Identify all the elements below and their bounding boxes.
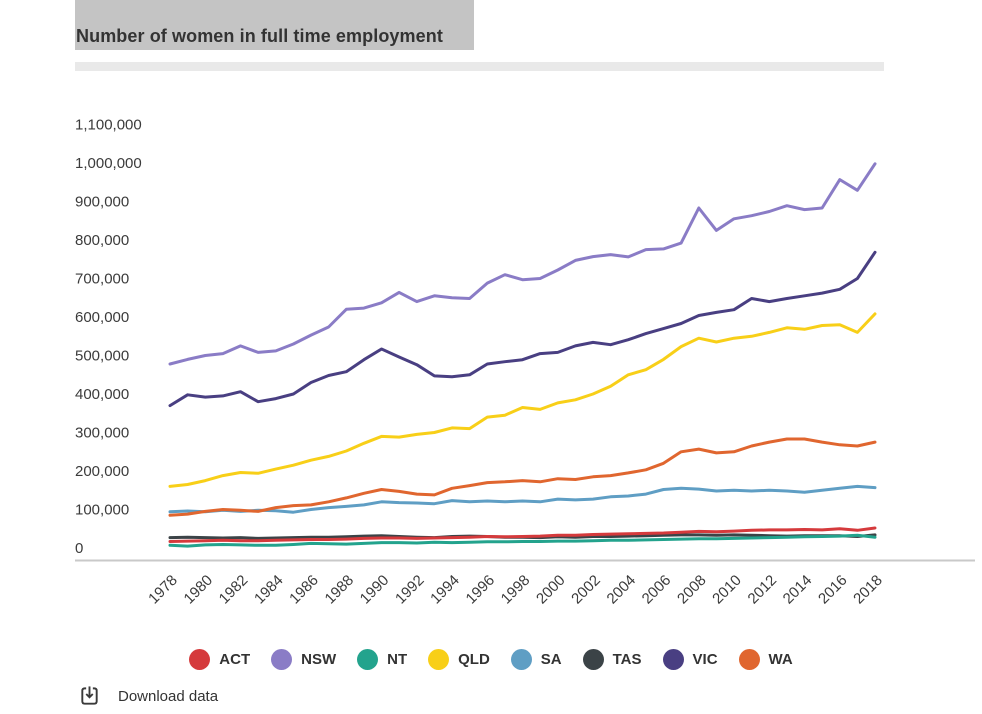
x-tick-label: 2002 bbox=[568, 572, 604, 608]
x-tick-label: 1996 bbox=[463, 572, 499, 608]
x-tick-label: 1994 bbox=[427, 572, 463, 608]
x-tick-label: 1982 bbox=[216, 572, 252, 608]
y-tick-label: 100,000 bbox=[75, 502, 129, 519]
divider-bar bbox=[75, 62, 884, 71]
x-tick-label: 2000 bbox=[533, 572, 569, 608]
legend-label-WA: WA bbox=[768, 650, 793, 668]
line-QLD bbox=[168, 312, 877, 488]
legend-label-VIC: VIC bbox=[692, 650, 718, 668]
line-NT bbox=[168, 533, 877, 548]
line-VIC bbox=[168, 250, 877, 408]
chart-title: Number of women in full time employment bbox=[76, 26, 443, 47]
legend-swatch-VIC bbox=[662, 648, 684, 670]
y-tick-label: 500,000 bbox=[75, 348, 129, 365]
line-NSW bbox=[168, 162, 877, 366]
legend-label-ACT: ACT bbox=[219, 650, 251, 668]
y-tick-label: 400,000 bbox=[75, 386, 129, 403]
y-tick-label: 1,000,000 bbox=[75, 155, 142, 172]
x-tick-label: 1988 bbox=[322, 572, 358, 608]
legend-swatch-SA bbox=[510, 648, 532, 670]
x-tick-label: 1980 bbox=[181, 572, 217, 608]
y-tick-label: 700,000 bbox=[75, 271, 129, 288]
line-ACT bbox=[168, 526, 877, 543]
legend-label-QLD: QLD bbox=[458, 650, 490, 668]
y-tick-label: 200,000 bbox=[75, 463, 129, 480]
x-tick-label: 2018 bbox=[850, 572, 886, 608]
x-tick-label: 2006 bbox=[639, 572, 675, 608]
legend-item-VIC: VIC bbox=[662, 648, 718, 670]
legend-item-NSW: NSW bbox=[271, 648, 337, 670]
download-icon bbox=[81, 685, 98, 705]
download-data-button[interactable]: Download data bbox=[78, 683, 218, 709]
employment-chart: 1,100,000 1,000,000 900,000 800,000 700,000 6… bbox=[75, 117, 975, 608]
legend-swatch-WA bbox=[738, 648, 760, 670]
legend-item-SA: SA bbox=[510, 648, 562, 670]
chart-header: Number of women in full time employment bbox=[75, 0, 474, 50]
x-tick-label: 1984 bbox=[251, 572, 287, 608]
x-tick-label: 1986 bbox=[286, 572, 322, 608]
legend-item-QLD: QLD bbox=[428, 648, 490, 670]
line-WA bbox=[168, 437, 877, 517]
x-tick-label: 2014 bbox=[780, 572, 816, 608]
legend-item-ACT: ACT bbox=[189, 648, 251, 670]
legend-label-NSW: NSW bbox=[301, 650, 337, 668]
legend-swatch-NT bbox=[357, 648, 379, 670]
legend-swatch-QLD bbox=[428, 648, 450, 670]
legend-item-WA: WA bbox=[738, 648, 793, 670]
legend-label-NT: NT bbox=[387, 650, 408, 668]
x-tick-label: 2008 bbox=[674, 572, 710, 608]
x-tick-label: 1990 bbox=[357, 572, 393, 608]
y-tick-label: 600,000 bbox=[75, 309, 129, 326]
legend-swatch-ACT bbox=[189, 648, 211, 670]
legend-swatch-NSW bbox=[271, 648, 293, 670]
legend-label-SA: SA bbox=[540, 650, 562, 668]
legend-item-NT: NT bbox=[357, 648, 408, 670]
legend-swatch-TAS bbox=[582, 648, 604, 670]
y-tick-label: 300,000 bbox=[75, 425, 129, 442]
y-tick-label: 800,000 bbox=[75, 232, 129, 249]
x-tick-label: 2016 bbox=[815, 572, 851, 608]
legend: ACT NSW NT QLD SA TAS VIC WA bbox=[0, 647, 982, 671]
x-tick-label: 1998 bbox=[498, 572, 534, 608]
line-SA bbox=[168, 484, 877, 514]
x-tick-label: 2012 bbox=[745, 572, 781, 608]
legend-item-TAS: TAS bbox=[582, 648, 642, 670]
x-tick-label: 2010 bbox=[709, 572, 745, 608]
x-tick-label: 2004 bbox=[604, 572, 640, 608]
download-label: Download data bbox=[118, 687, 219, 705]
y-tick-label: 1,100,000 bbox=[75, 117, 142, 134]
x-tick-label: 1978 bbox=[145, 572, 181, 608]
y-tick-label: 0 bbox=[75, 540, 83, 557]
y-tick-label: 900,000 bbox=[75, 194, 129, 211]
x-tick-label: 1992 bbox=[392, 572, 428, 608]
legend-label-TAS: TAS bbox=[612, 650, 642, 668]
